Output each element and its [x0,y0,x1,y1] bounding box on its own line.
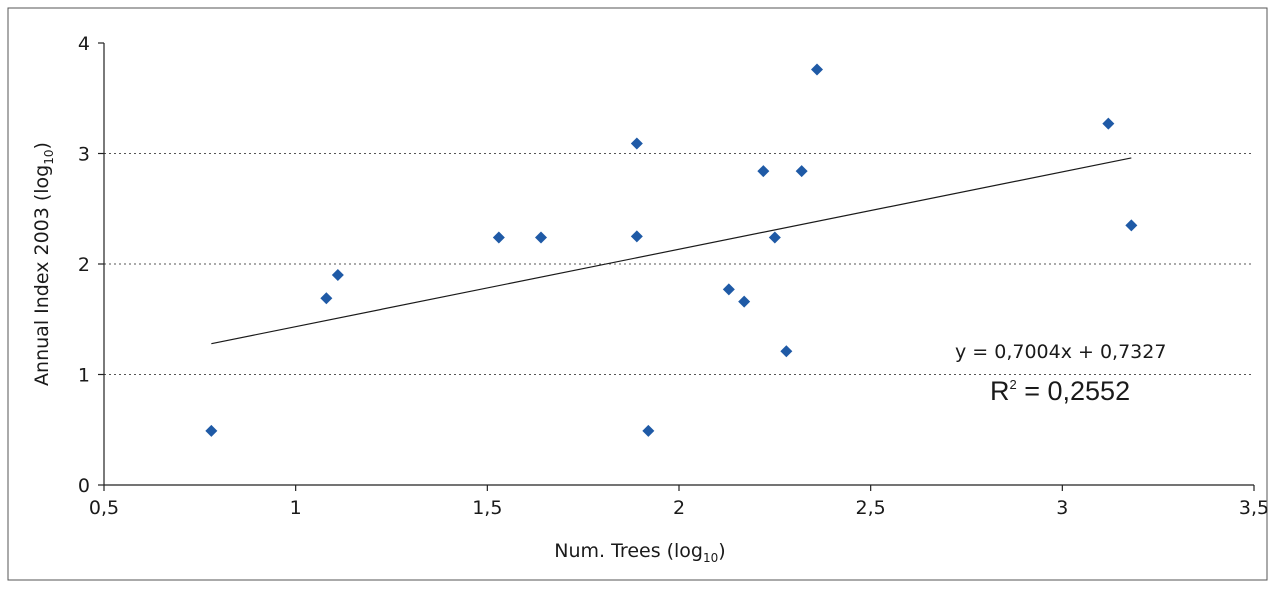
x-tick-label: 2 [673,497,685,519]
x-tick-label: 3 [1056,497,1068,519]
y-axis-title: Annual Index 2003(log10) [31,142,56,386]
data-point [320,292,333,305]
data-point [811,63,823,76]
data-point [722,283,735,296]
data-point [1102,117,1115,130]
data-point [331,269,344,282]
data-point [795,165,808,178]
y-tick-label: 3 [78,144,90,166]
data-point [780,345,793,358]
data-point [535,231,547,244]
tick-labels: 0 1 2 3 4 0,5 1 1,5 2 2,5 3 3,5 [78,33,1269,519]
data-point [1125,219,1138,232]
x-axis-title: Num. Trees (log10) [554,540,725,565]
y-tick-label: 1 [78,365,90,387]
data-point [642,424,655,437]
axes [98,42,1255,491]
trendline-equation: y = 0,7004x + 0,7327 [955,341,1166,363]
data-point [492,231,505,244]
data-points [205,63,1138,437]
grid-lines [104,153,1254,375]
r-squared-label: R2 = 0,2552 [990,376,1130,406]
x-tick-label: 0,5 [89,497,119,519]
x-tick-label: 1,5 [472,497,502,519]
y-tick-label: 4 [78,33,90,55]
x-tick-label: 3,5 [1239,497,1269,519]
x-tick-label: 2,5 [856,497,886,519]
x-tick-label: 1 [290,497,302,519]
trendline-group [211,157,1132,345]
chart-frame [7,7,1268,581]
data-point [630,137,643,150]
data-point [630,230,643,243]
trendline [211,157,1132,345]
data-point [768,231,781,244]
y-tick-label: 2 [78,254,90,276]
data-point [757,165,770,178]
data-point [205,424,218,437]
y-tick-label: 0 [78,475,90,497]
data-point [738,295,751,308]
